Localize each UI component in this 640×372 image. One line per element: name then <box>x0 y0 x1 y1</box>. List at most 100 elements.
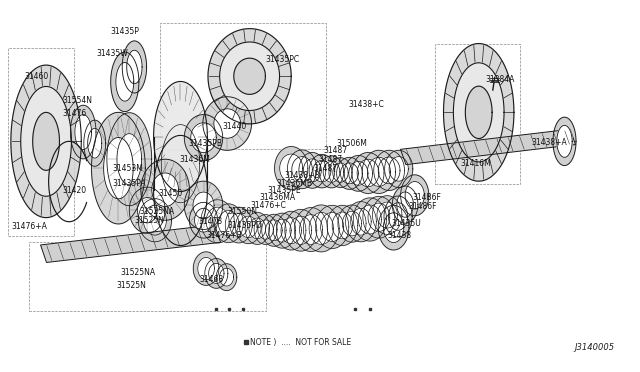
Polygon shape <box>303 205 339 252</box>
Polygon shape <box>294 208 328 251</box>
Polygon shape <box>303 159 321 182</box>
Polygon shape <box>553 117 576 166</box>
Polygon shape <box>262 214 286 246</box>
Polygon shape <box>201 200 234 243</box>
Polygon shape <box>378 205 409 250</box>
Polygon shape <box>292 157 312 182</box>
Polygon shape <box>214 109 241 138</box>
Text: 31438+A: 31438+A <box>531 138 567 147</box>
Text: 31468: 31468 <box>200 275 224 284</box>
Text: 31476: 31476 <box>63 109 87 118</box>
Polygon shape <box>349 161 368 185</box>
Polygon shape <box>329 158 352 187</box>
Polygon shape <box>230 214 248 237</box>
Polygon shape <box>11 65 81 218</box>
Polygon shape <box>234 58 266 94</box>
Polygon shape <box>88 128 102 158</box>
Polygon shape <box>309 154 335 188</box>
Text: J3140005: J3140005 <box>574 343 614 352</box>
Polygon shape <box>405 182 424 209</box>
Polygon shape <box>266 220 282 241</box>
Polygon shape <box>321 212 344 241</box>
Text: 314B6F: 314B6F <box>413 193 442 202</box>
Polygon shape <box>193 252 219 285</box>
Polygon shape <box>313 160 331 182</box>
Polygon shape <box>316 205 349 248</box>
Polygon shape <box>245 212 269 244</box>
Polygon shape <box>309 212 333 244</box>
Polygon shape <box>327 205 358 246</box>
Polygon shape <box>111 52 139 112</box>
Text: 31476+A: 31476+A <box>12 222 47 231</box>
Text: 31435PD: 31435PD <box>227 221 262 230</box>
Polygon shape <box>337 157 362 189</box>
Polygon shape <box>346 202 376 242</box>
Polygon shape <box>236 210 261 244</box>
Polygon shape <box>276 211 306 250</box>
Polygon shape <box>342 211 362 236</box>
Polygon shape <box>287 150 317 189</box>
Text: 31487: 31487 <box>319 155 343 164</box>
Text: 31486F: 31486F <box>408 202 437 211</box>
Polygon shape <box>392 186 418 223</box>
Text: 31460: 31460 <box>24 72 49 81</box>
Polygon shape <box>129 187 165 233</box>
Polygon shape <box>214 204 243 243</box>
Polygon shape <box>385 150 413 187</box>
Polygon shape <box>401 175 429 216</box>
Polygon shape <box>122 41 147 93</box>
Text: 31438+C: 31438+C <box>349 100 385 109</box>
Polygon shape <box>239 216 257 238</box>
Text: 31435PA: 31435PA <box>112 179 146 187</box>
Polygon shape <box>273 219 291 242</box>
Polygon shape <box>368 203 390 231</box>
Text: NOTE )  ....  NOT FOR SALE: NOTE ) .... NOT FOR SALE <box>250 338 351 347</box>
Polygon shape <box>340 163 358 184</box>
Polygon shape <box>285 209 317 251</box>
Polygon shape <box>40 225 221 263</box>
Text: 31435P: 31435P <box>110 27 140 36</box>
Text: 31436MA: 31436MA <box>259 193 295 202</box>
Text: 31487: 31487 <box>314 164 338 173</box>
Polygon shape <box>184 181 223 230</box>
Polygon shape <box>323 161 340 182</box>
Polygon shape <box>138 198 157 223</box>
Polygon shape <box>152 173 179 206</box>
Polygon shape <box>20 86 72 196</box>
Polygon shape <box>357 159 379 187</box>
Text: 31487: 31487 <box>324 146 348 155</box>
Polygon shape <box>363 196 395 238</box>
Polygon shape <box>275 147 308 190</box>
Polygon shape <box>353 198 387 241</box>
Polygon shape <box>203 97 252 150</box>
Polygon shape <box>92 112 145 224</box>
Polygon shape <box>117 134 141 185</box>
Polygon shape <box>141 159 189 220</box>
Text: 31450: 31450 <box>159 189 183 198</box>
Polygon shape <box>333 163 348 182</box>
Polygon shape <box>319 156 344 188</box>
Polygon shape <box>280 154 303 182</box>
Polygon shape <box>154 81 207 192</box>
Polygon shape <box>184 115 223 161</box>
Polygon shape <box>33 112 60 170</box>
Polygon shape <box>127 50 142 84</box>
Polygon shape <box>338 205 366 242</box>
Text: 31435PE: 31435PE <box>268 186 301 195</box>
Polygon shape <box>249 218 266 239</box>
Polygon shape <box>143 205 166 235</box>
Text: 31438: 31438 <box>387 231 412 240</box>
Polygon shape <box>444 44 514 181</box>
Polygon shape <box>206 207 229 235</box>
Text: 31435W: 31435W <box>96 49 128 58</box>
Text: 31525NA: 31525NA <box>140 207 175 216</box>
Polygon shape <box>269 213 296 248</box>
Polygon shape <box>208 29 291 124</box>
Polygon shape <box>332 212 353 239</box>
Polygon shape <box>344 155 372 191</box>
Polygon shape <box>75 115 92 150</box>
Polygon shape <box>220 42 280 110</box>
Text: 31435U: 31435U <box>392 219 421 228</box>
Polygon shape <box>351 208 371 235</box>
Text: 31476+C: 31476+C <box>251 201 287 210</box>
